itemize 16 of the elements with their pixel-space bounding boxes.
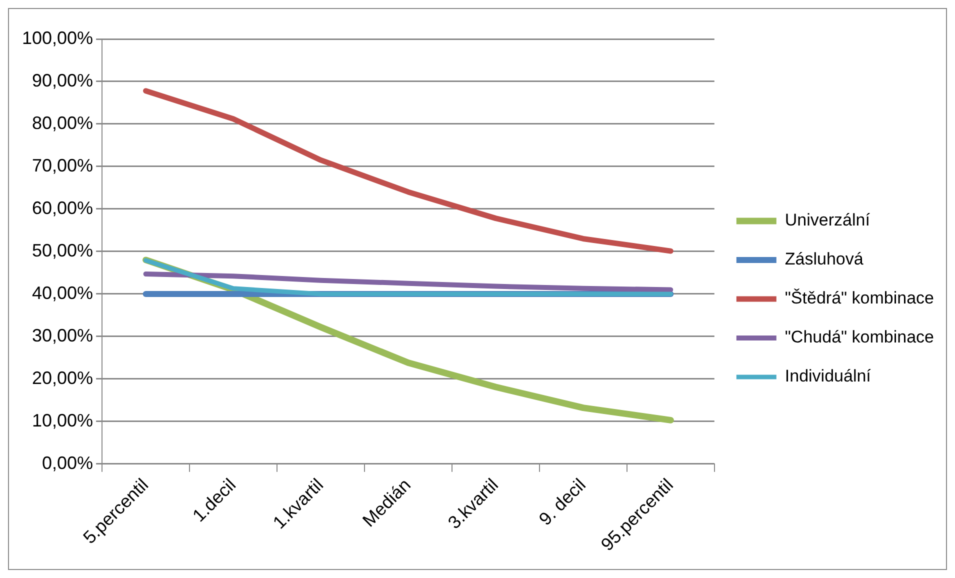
legend-label: Zásluhová	[784, 250, 864, 269]
y-tick-label: 60,00%	[32, 198, 94, 218]
legend-label: "Chudá" kombinace	[784, 328, 934, 347]
y-tick-label: 0,00%	[42, 452, 94, 473]
y-tick-label: 20,00%	[32, 368, 94, 388]
y-tick-label: 40,00%	[32, 282, 94, 303]
legend-label: Univerzální	[784, 210, 870, 230]
legend-label: "Štědrá" kombinace	[784, 288, 934, 308]
y-tick-label: 90,00%	[32, 70, 94, 90]
y-tick-label: 10,00%	[32, 410, 94, 430]
y-tick-label: 100,00%	[22, 28, 94, 48]
y-tick-label: 50,00%	[32, 240, 94, 260]
y-tick-label: 30,00%	[32, 325, 94, 346]
y-tick-label: 70,00%	[32, 155, 94, 176]
legend-label: Individuální	[784, 366, 872, 386]
y-tick-label: 80,00%	[32, 112, 94, 133]
